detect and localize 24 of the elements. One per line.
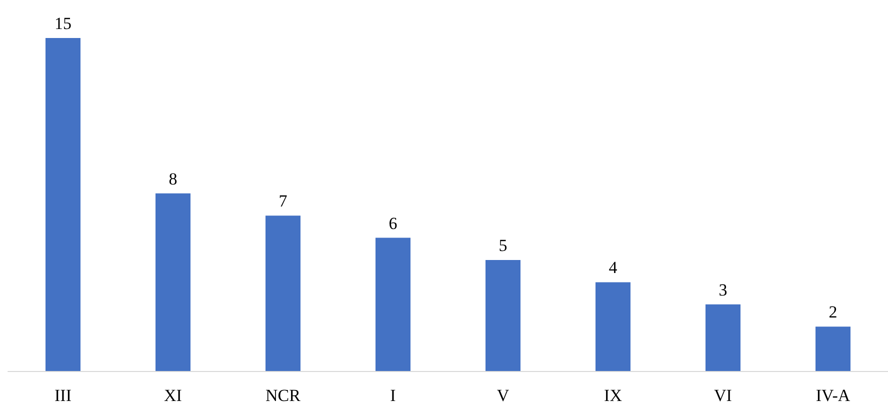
data-label: 3	[718, 280, 728, 300]
bar	[266, 216, 300, 371]
bar	[376, 238, 410, 371]
data-label: 4	[608, 258, 618, 278]
bar	[596, 282, 630, 371]
data-label: 8	[168, 169, 178, 188]
bar	[486, 260, 520, 371]
x-tick-label: NCR	[266, 386, 302, 405]
data-label: 2	[828, 302, 838, 322]
bar	[816, 326, 850, 371]
bar	[706, 304, 740, 371]
x-tick-label: I	[390, 386, 396, 405]
data-label: 6	[388, 214, 398, 233]
data-label: 15	[54, 14, 72, 33]
data-label: 7	[278, 192, 288, 211]
bar	[156, 193, 190, 371]
x-tick-label: V	[496, 386, 510, 405]
data-label: 5	[498, 236, 508, 255]
x-tick-label: IX	[604, 386, 622, 405]
x-tick-label: XI	[164, 386, 182, 405]
x-tick-label: VI	[714, 386, 732, 405]
x-tick-label: III	[54, 386, 72, 405]
x-tick-label: IV-A	[816, 386, 851, 405]
bar	[46, 38, 80, 371]
